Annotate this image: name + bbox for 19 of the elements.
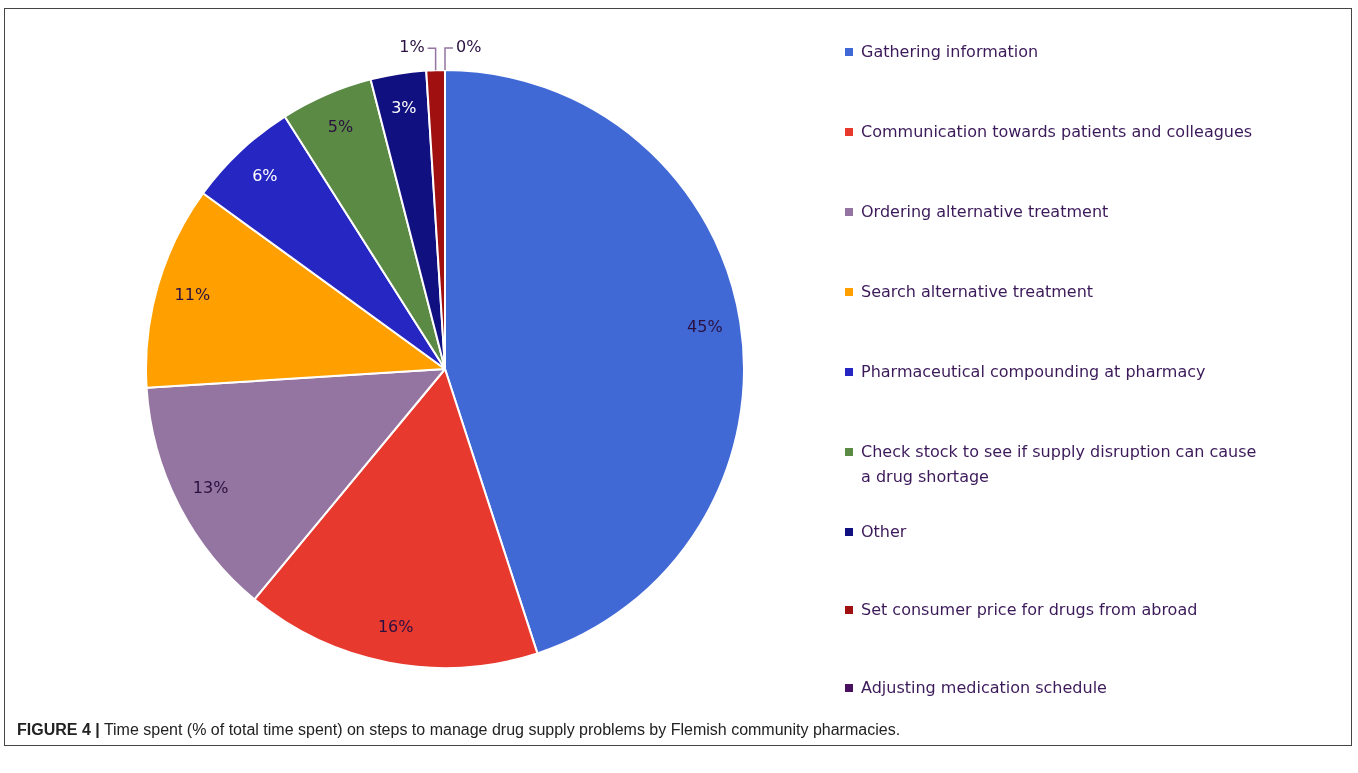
- data-label: 6%: [252, 166, 278, 186]
- data-label: 3%: [391, 98, 417, 118]
- data-label: 11%: [174, 284, 211, 304]
- legend-label: Communication towards patients and colleagues: [861, 121, 1253, 143]
- legend-label: Adjusting medication schedule: [861, 677, 1107, 699]
- legend-label: Check stock to see if supply disruption can cause a drug shortage: [861, 441, 1258, 488]
- data-label: 5%: [327, 116, 354, 136]
- legend-label: Ordering alternative treatment: [861, 201, 1109, 223]
- legend-label: Pharmaceutical compounding at pharmacy: [861, 361, 1206, 383]
- data-label: 45%: [687, 317, 723, 336]
- text: 0%: [456, 37, 482, 57]
- data-label: 1%: [399, 37, 425, 57]
- legend-label: Search alternative treatment: [861, 281, 1094, 303]
- legend-label: Set consumer price for drugs from abroad: [861, 599, 1198, 621]
- data-label: 13%: [192, 477, 229, 497]
- caption: FIGURE 4 | Time spent (% of total time spent) on steps to manage drug supply problems by Flemish community pharmacies.: [17, 721, 901, 739]
- data-label: 16%: [377, 616, 414, 636]
- legend-label: Other: [861, 521, 907, 543]
- legend-label: Gathering information: [861, 41, 1039, 63]
